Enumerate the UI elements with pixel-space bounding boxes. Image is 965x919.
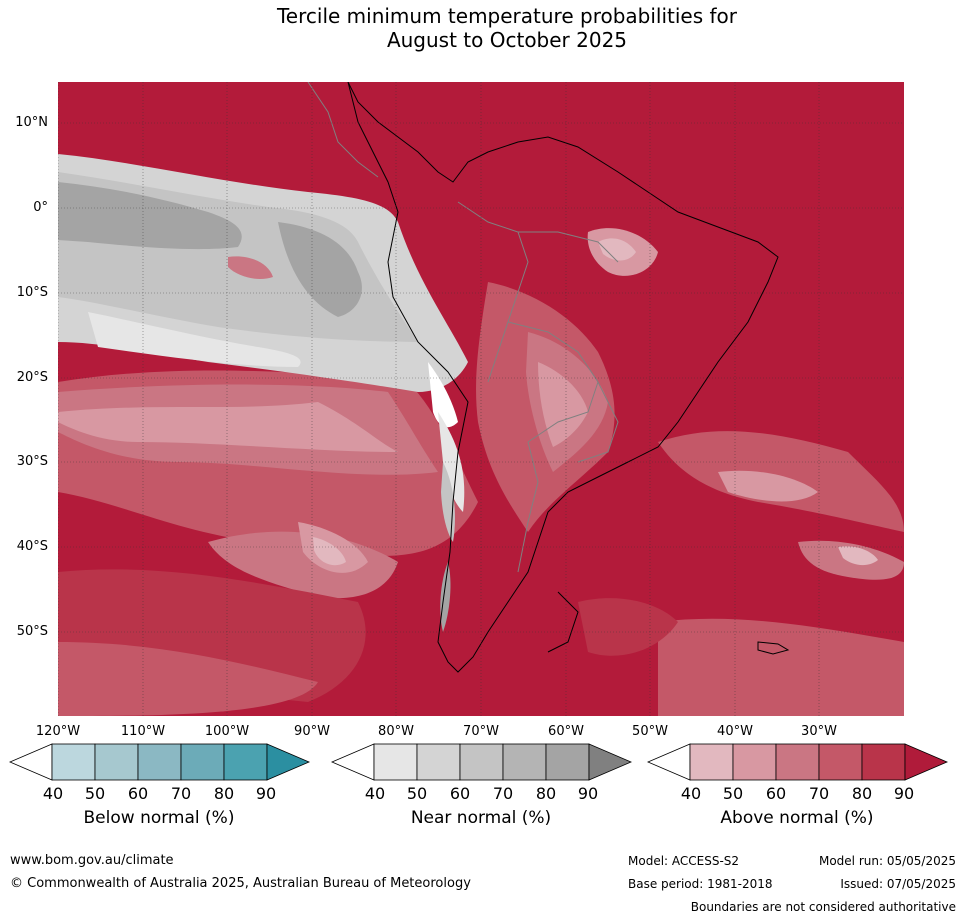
below-tick-70: 70: [170, 784, 192, 803]
near-tick-70: 70: [492, 784, 514, 803]
near-bin-2: [416, 743, 461, 781]
near-tick-60: 60: [449, 784, 471, 803]
near-bin-3: [459, 743, 504, 781]
above-tick-90: 90: [893, 784, 915, 803]
graticule: [58, 82, 904, 716]
lon-label-80w: 80°W: [378, 724, 414, 739]
lat-label-0: 0°: [33, 200, 48, 215]
issued-date: Issued: 07/05/2025: [840, 877, 956, 891]
below-bin-4: [180, 743, 225, 781]
lon-label-50w: 50°W: [632, 724, 668, 739]
below-normal-colorbar: [8, 743, 310, 781]
lat-label-10n: 10°N: [15, 115, 48, 130]
lat-label-30s: 30°S: [16, 454, 48, 469]
below-bin-1: [51, 743, 96, 781]
lon-label-60w: 60°W: [548, 724, 584, 739]
near-tick-90: 90: [577, 784, 599, 803]
below-tick-80: 80: [213, 784, 235, 803]
copyright-notice: © Commonwealth of Australia 2025, Austra…: [10, 876, 471, 891]
below-bin-3: [137, 743, 182, 781]
lon-label-40w: 40°W: [717, 724, 753, 739]
near-bin-low: [330, 743, 375, 781]
near-bin-1: [373, 743, 418, 781]
below-tick-50: 50: [84, 784, 106, 803]
continent-outlines: [307, 82, 790, 673]
model-name: Model: ACCESS-S2: [628, 854, 740, 868]
lat-label-50s: 50°S: [16, 624, 48, 639]
below-bin-high: [266, 743, 310, 781]
above-normal-field: [58, 228, 904, 716]
lon-label-120w: 120°W: [35, 724, 81, 739]
near-tick-80: 80: [535, 784, 557, 803]
above-bin-high: [904, 743, 948, 781]
above-tick-50: 50: [722, 784, 744, 803]
near-tick-50: 50: [406, 784, 428, 803]
lat-label-10s: 10°S: [16, 285, 48, 300]
above-bin-2: [732, 743, 777, 781]
near-bin-5: [545, 743, 590, 781]
below-bin-2: [94, 743, 139, 781]
below-bin-5: [223, 743, 268, 781]
lon-label-30w: 30°W: [801, 724, 837, 739]
boundaries-disclaimer: Boundaries are not considered authoritat…: [690, 900, 956, 914]
below-tick-90: 90: [255, 784, 277, 803]
above-tick-70: 70: [808, 784, 830, 803]
probability-map-canvas: [58, 82, 904, 716]
near-normal-label: Near normal (%): [410, 808, 552, 828]
map-title-line1: Tercile minimum temperature probabilitie…: [276, 4, 738, 28]
near-bin-high: [588, 743, 632, 781]
below-tick-40: 40: [42, 784, 64, 803]
model-run-date: Model run: 05/05/2025: [818, 854, 956, 868]
above-tick-40: 40: [680, 784, 702, 803]
above-normal-label: Above normal (%): [720, 808, 874, 828]
below-bin-low: [8, 743, 53, 781]
above-bin-5: [861, 743, 906, 781]
probability-map: [58, 82, 904, 716]
below-tick-60: 60: [127, 784, 149, 803]
above-normal-colorbar: [646, 743, 948, 781]
above-bin-low: [646, 743, 691, 781]
map-title: Tercile minimum temperature probabilitie…: [0, 4, 965, 52]
above-bin-1: [689, 743, 734, 781]
near-normal-field: [58, 154, 468, 632]
lon-label-90w: 90°W: [294, 724, 330, 739]
lon-label-70w: 70°W: [463, 724, 499, 739]
near-bin-4: [502, 743, 547, 781]
near-normal-colorbar: [330, 743, 632, 781]
above-bin-4: [818, 743, 863, 781]
above-bin-3: [775, 743, 820, 781]
near-tick-40: 40: [364, 784, 386, 803]
above-tick-60: 60: [765, 784, 787, 803]
lon-label-100w: 100°W: [204, 724, 250, 739]
lat-label-20s: 20°S: [16, 370, 48, 385]
above-tick-80: 80: [851, 784, 873, 803]
map-title-line2: August to October 2025: [386, 28, 628, 52]
base-period: Base period: 1981-2018: [628, 877, 773, 891]
website-link[interactable]: www.bom.gov.au/climate: [10, 853, 174, 868]
lat-label-40s: 40°S: [16, 539, 48, 554]
lon-label-110w: 110°W: [120, 724, 166, 739]
below-normal-label: Below normal (%): [83, 808, 235, 828]
